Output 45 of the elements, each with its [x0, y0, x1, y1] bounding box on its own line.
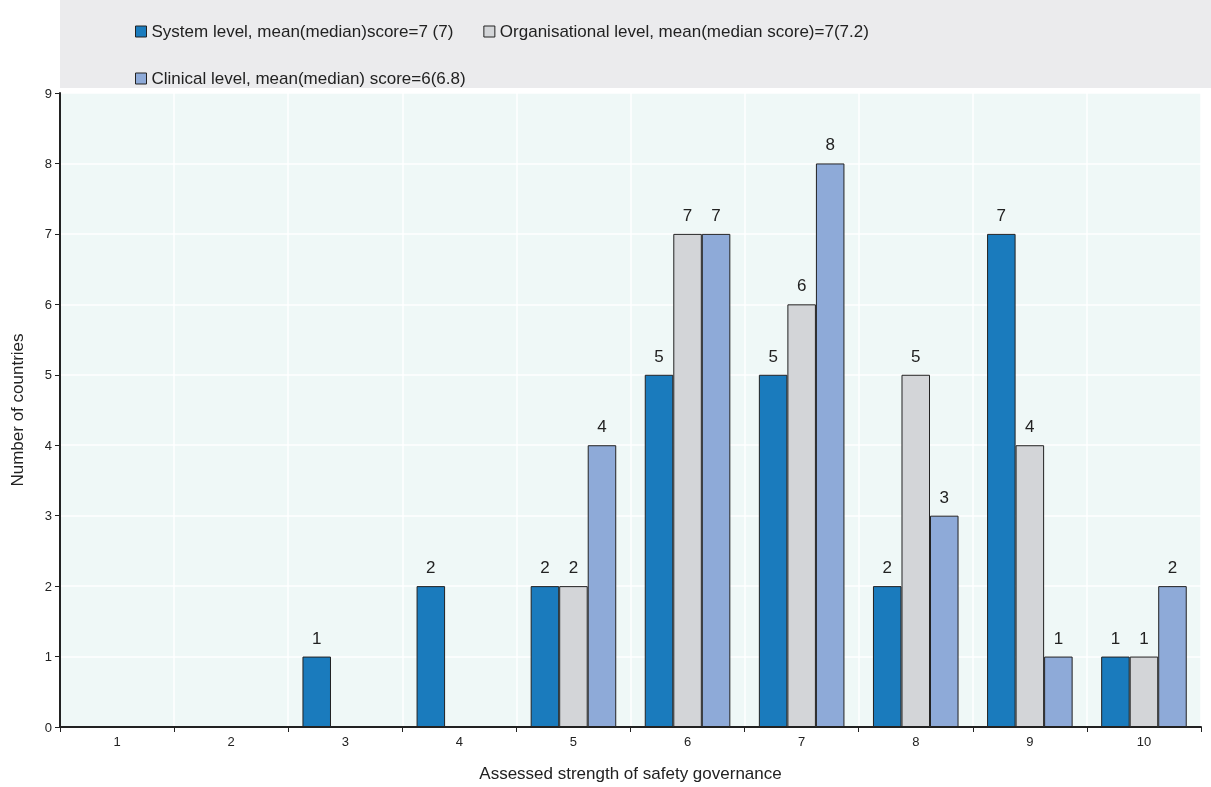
data-label: 2 [426, 558, 436, 578]
y-tick-label: 1 [44, 649, 52, 665]
data-label: 8 [825, 135, 835, 155]
y-axis-title: Number of countries [8, 333, 27, 487]
data-label: 5 [768, 346, 778, 366]
legend-label: Clinical level, mean(median) score=6(6.8) [151, 69, 466, 88]
x-tick-label: 10 [1136, 734, 1152, 749]
data-label: 7 [996, 205, 1007, 225]
data-label: 2 [882, 558, 892, 578]
data-label: 2 [568, 558, 579, 578]
data-label: 7 [682, 205, 693, 225]
data-label: 4 [1025, 417, 1035, 437]
y-tick-label: 2 [44, 578, 52, 594]
x-tick-label: 6 [683, 734, 692, 749]
x-tick-label: 1 [113, 734, 121, 749]
y-tick-label: 0 [44, 719, 52, 735]
x-tick-label: 2 [227, 734, 235, 749]
y-tick-label: 7 [44, 226, 52, 242]
data-label: 2 [540, 558, 550, 578]
data-label: 1 [311, 628, 322, 648]
data-label: 6 [796, 276, 807, 296]
legend-label: Organisational level, mean(median score)=7(7.2) [499, 22, 869, 41]
data-label: 1 [1110, 628, 1121, 648]
y-tick-label: 8 [44, 155, 52, 171]
y-tick-label: 3 [44, 508, 52, 524]
data-label: 5 [654, 346, 664, 366]
data-label: 3 [939, 487, 950, 507]
data-label: 5 [911, 346, 921, 366]
legend-label: System level, mean(median)score=7 (7) [151, 22, 454, 41]
y-tick-label: 6 [44, 296, 52, 312]
x-tick-label: 8 [912, 734, 920, 749]
data-label: 1 [1139, 628, 1149, 648]
x-tick-label: 9 [1026, 734, 1034, 749]
data-label: 7 [711, 205, 721, 225]
x-tick-label: 4 [455, 734, 463, 749]
y-tick-label: 4 [44, 437, 52, 453]
data-label: 1 [1053, 628, 1064, 648]
x-axis-title: Assessed strength of safety governance [479, 764, 782, 783]
data-label: 2 [1167, 558, 1178, 578]
x-tick-label: 7 [798, 734, 806, 749]
y-tick-label: 9 [44, 85, 52, 101]
data-label: 4 [597, 417, 607, 437]
x-tick-label: 3 [341, 734, 349, 749]
x-tick-label: 5 [569, 734, 578, 749]
y-tick-label: 5 [44, 367, 52, 383]
